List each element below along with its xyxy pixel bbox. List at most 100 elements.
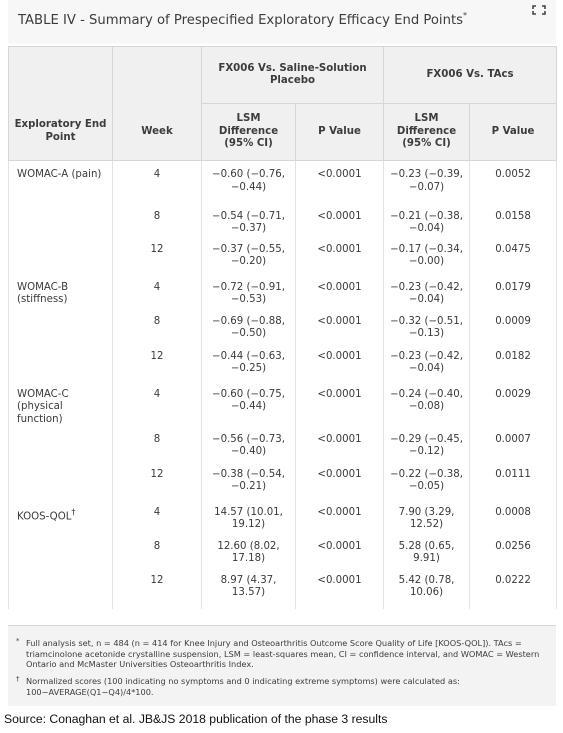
footnote-text: Full analysis set, n = 484 (n = 414 for … bbox=[26, 638, 540, 669]
pvalue-placebo-cell: <0.0001 bbox=[294, 237, 385, 276]
table-row: 12 −0.44 (−0.63, −0.25) <0.0001 −0.23 (−… bbox=[8, 344, 558, 383]
expand-icon[interactable] bbox=[532, 5, 546, 15]
source-caption: Source: Conaghan et al. JB&JS 2018 publi… bbox=[4, 712, 388, 726]
pvalue-placebo-cell: <0.0001 bbox=[294, 462, 385, 501]
endpoint-cell bbox=[8, 309, 113, 345]
pvalue-tacs-cell: 0.0009 bbox=[469, 309, 558, 345]
pvalue-tacs-cell: 0.0007 bbox=[469, 427, 558, 463]
pvalue-placebo-cell: <0.0001 bbox=[294, 427, 385, 463]
header-group-tacs: FX006 Vs. TAcs bbox=[383, 46, 558, 104]
lsm-tacs-cell: −0.23 (−0.39, −0.07) bbox=[383, 160, 471, 205]
header-week: Week bbox=[112, 103, 202, 161]
lsm-placebo-cell: −0.37 (−0.55, −0.20) bbox=[201, 237, 296, 276]
lsm-placebo-cell: 12.60 (8.02, 17.18) bbox=[201, 534, 296, 569]
pvalue-tacs-cell: 0.0158 bbox=[469, 204, 558, 238]
week-cell: 4 bbox=[112, 160, 202, 205]
table-row: 12 8.97 (4.37, 13.57) <0.0001 5.42 (0.78… bbox=[8, 568, 558, 609]
lsm-tacs-cell: −0.24 (−0.40, −0.08) bbox=[383, 382, 471, 428]
endpoint-cell: KOOS-QOL† bbox=[8, 500, 113, 535]
lsm-placebo-cell: −0.56 (−0.73, −0.40) bbox=[201, 427, 296, 463]
endpoint-cell bbox=[8, 568, 113, 609]
week-cell: 4 bbox=[112, 500, 202, 535]
lsm-tacs-cell: 7.90 (3.29, 12.52) bbox=[383, 500, 471, 535]
endpoint-cell bbox=[8, 427, 113, 463]
lsm-tacs-cell: −0.29 (−0.45, −0.12) bbox=[383, 427, 471, 463]
header-blank-cell bbox=[8, 46, 113, 104]
lsm-placebo-cell: −0.69 (−0.88, −0.50) bbox=[201, 309, 296, 345]
week-cell: 8 bbox=[112, 204, 202, 238]
lsm-tacs-cell: −0.21 (−0.38, −0.04) bbox=[383, 204, 471, 238]
lsm-placebo-cell: −0.60 (−0.76, −0.44) bbox=[201, 160, 296, 205]
pvalue-tacs-cell: 0.0222 bbox=[469, 568, 558, 609]
table-title: TABLE IV - Summary of Prespecified Explo… bbox=[18, 11, 467, 28]
week-cell: 8 bbox=[112, 534, 202, 569]
table-title-text: TABLE IV - Summary of Prespecified Explo… bbox=[18, 13, 463, 28]
pvalue-placebo-cell: <0.0001 bbox=[294, 534, 385, 569]
endpoint-cell bbox=[8, 534, 113, 569]
table-row: WOMAC-A (pain) 4 −0.60 (−0.76, −0.44) <0… bbox=[8, 160, 558, 205]
endpoint-cell bbox=[8, 204, 113, 238]
title-bar: TABLE IV - Summary of Prespecified Explo… bbox=[8, 0, 556, 44]
pvalue-placebo-cell: <0.0001 bbox=[294, 309, 385, 345]
lsm-placebo-cell: −0.54 (−0.71, −0.37) bbox=[201, 204, 296, 238]
pvalue-tacs-cell: 0.0008 bbox=[469, 500, 558, 535]
endpoint-cell: WOMAC-C (physical function) bbox=[8, 382, 113, 428]
pvalue-tacs-cell: 0.0111 bbox=[469, 462, 558, 501]
lsm-placebo-cell: −0.38 (−0.54, −0.21) bbox=[201, 462, 296, 501]
week-cell: 8 bbox=[112, 309, 202, 345]
endpoint-cell bbox=[8, 344, 113, 383]
title-footnote-marker: * bbox=[463, 11, 467, 20]
lsm-placebo-cell: −0.72 (−0.91, −0.53) bbox=[201, 275, 296, 310]
footnotes: * Full analysis set, n = 484 (n = 414 fo… bbox=[8, 625, 556, 706]
week-cell: 12 bbox=[112, 344, 202, 383]
table-panel: TABLE IV - Summary of Prespecified Explo… bbox=[8, 0, 558, 706]
pvalue-placebo-cell: <0.0001 bbox=[294, 500, 385, 535]
header-lsm-placebo: LSM Difference (95% CI) bbox=[201, 103, 296, 161]
endpoint-cell bbox=[8, 462, 113, 501]
lsm-tacs-cell: −0.23 (−0.42, −0.04) bbox=[383, 275, 471, 310]
lsm-tacs-cell: 5.28 (0.65, 9.91) bbox=[383, 534, 471, 569]
pvalue-placebo-cell: <0.0001 bbox=[294, 382, 385, 428]
lsm-tacs-cell: −0.22 (−0.38, −0.05) bbox=[383, 462, 471, 501]
table-row: KOOS-QOL† 4 14.57 (10.01, 19.12) <0.0001… bbox=[8, 500, 558, 535]
lsm-placebo-cell: −0.60 (−0.75, −0.44) bbox=[201, 382, 296, 428]
pvalue-placebo-cell: <0.0001 bbox=[294, 160, 385, 205]
week-cell: 12 bbox=[112, 568, 202, 609]
footnote: * Full analysis set, n = 484 (n = 414 fo… bbox=[16, 637, 546, 670]
table-row: 8 −0.56 (−0.73, −0.40) <0.0001 −0.29 (−0… bbox=[8, 427, 558, 463]
header-endpoint: Exploratory End Point bbox=[8, 103, 113, 161]
footnote-marker: * bbox=[16, 637, 20, 645]
pvalue-tacs-cell: 0.0256 bbox=[469, 534, 558, 569]
week-cell: 12 bbox=[112, 462, 202, 501]
table-row: WOMAC-B (stiffness) 4 −0.72 (−0.91, −0.5… bbox=[8, 275, 558, 310]
header-row-groups: FX006 Vs. Saline-Solution Placebo FX006 … bbox=[8, 46, 558, 104]
lsm-tacs-cell: −0.23 (−0.42, −0.04) bbox=[383, 344, 471, 383]
endpoint-label: KOOS-QOL bbox=[17, 510, 72, 522]
endpoint-cell bbox=[8, 237, 113, 276]
week-cell: 12 bbox=[112, 237, 202, 276]
pvalue-tacs-cell: 0.0029 bbox=[469, 382, 558, 428]
lsm-placebo-cell: −0.44 (−0.63, −0.25) bbox=[201, 344, 296, 383]
header-pvalue-tacs: P Value bbox=[469, 103, 558, 161]
lsm-tacs-cell: −0.17 (−0.34, −0.00) bbox=[383, 237, 471, 276]
table-row: 12 −0.37 (−0.55, −0.20) <0.0001 −0.17 (−… bbox=[8, 237, 558, 276]
lsm-tacs-cell: −0.32 (−0.51, −0.13) bbox=[383, 309, 471, 345]
table-row: 8 −0.54 (−0.71, −0.37) <0.0001 −0.21 (−0… bbox=[8, 204, 558, 238]
footnote: † Normalized scores (100 indicating no s… bbox=[16, 675, 546, 697]
endpoint-cell: WOMAC-A (pain) bbox=[8, 160, 113, 205]
lsm-tacs-cell: 5.42 (0.78, 10.06) bbox=[383, 568, 471, 609]
pvalue-placebo-cell: <0.0001 bbox=[294, 275, 385, 310]
header-pvalue-placebo: P Value bbox=[294, 103, 385, 161]
header-group-placebo: FX006 Vs. Saline-Solution Placebo bbox=[200, 46, 385, 104]
pvalue-tacs-cell: 0.0475 bbox=[469, 237, 558, 276]
pvalue-tacs-cell: 0.0182 bbox=[469, 344, 558, 383]
endpoint-cell: WOMAC-B (stiffness) bbox=[8, 275, 113, 310]
table-row: 12 −0.38 (−0.54, −0.21) <0.0001 −0.22 (−… bbox=[8, 462, 558, 501]
lsm-placebo-cell: 8.97 (4.37, 13.57) bbox=[201, 568, 296, 609]
table-row: WOMAC-C (physical function) 4 −0.60 (−0.… bbox=[8, 382, 558, 428]
pvalue-placebo-cell: <0.0001 bbox=[294, 344, 385, 383]
week-cell: 4 bbox=[112, 382, 202, 428]
pvalue-tacs-cell: 0.0179 bbox=[469, 275, 558, 310]
header-lsm-tacs: LSM Difference (95% CI) bbox=[383, 103, 471, 161]
pvalue-placebo-cell: <0.0001 bbox=[294, 568, 385, 609]
